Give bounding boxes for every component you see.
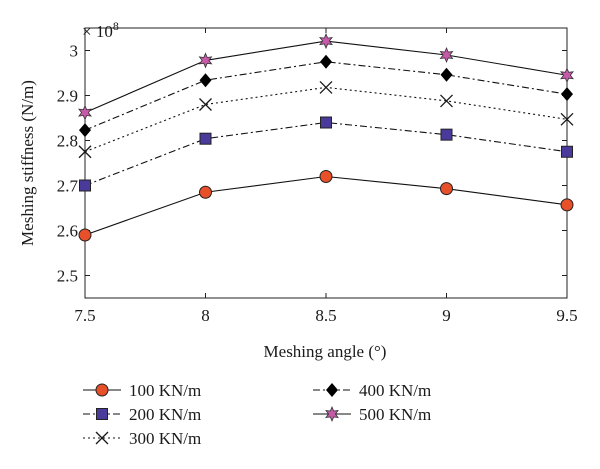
legend-marker	[325, 405, 339, 423]
legend-marker-shape	[326, 383, 338, 397]
y-tick-label: 2.8	[57, 132, 78, 151]
data-point-shape	[79, 179, 91, 192]
data-point-shape	[78, 145, 92, 159]
legend-label: 300 KN/m	[129, 429, 201, 448]
x-tick-label: 9.5	[556, 306, 577, 325]
data-point	[561, 87, 573, 102]
legend-marker-shape	[325, 405, 339, 423]
data-point-shape	[560, 67, 574, 84]
data-point	[79, 123, 91, 138]
data-point-shape	[561, 87, 573, 102]
data-point-shape	[440, 128, 453, 141]
data-point-shape	[78, 228, 92, 242]
data-point	[198, 52, 213, 69]
series-300-kn/m	[78, 80, 574, 159]
data-point	[320, 54, 332, 69]
axes: 7.5 8 8.5 9 9.5 2.5 2.6 2.7 2.8 2.9 3	[57, 27, 578, 325]
data-point-shape	[561, 145, 573, 158]
data-point	[561, 145, 573, 158]
legend-item: 200 KN/m	[83, 405, 201, 424]
data-point	[319, 33, 333, 50]
legend-label: 500 KN/m	[359, 405, 431, 424]
series-line	[84, 40, 568, 114]
data-point	[319, 80, 333, 94]
data-point-shape	[440, 182, 453, 196]
data-point	[560, 67, 574, 84]
data-point	[560, 198, 574, 212]
data-point	[560, 112, 574, 126]
legend-marker	[326, 383, 338, 397]
legend-item: 500 KN/m	[313, 405, 431, 424]
series-400-kn/m	[79, 54, 573, 138]
legend-label: 200 KN/m	[129, 405, 201, 424]
series-200-kn/m	[79, 116, 573, 192]
data-point-shape	[199, 132, 212, 145]
data-point	[440, 182, 453, 196]
data-point-shape	[198, 52, 213, 69]
data-point	[199, 73, 212, 88]
data-point-shape	[440, 94, 453, 108]
series-layer	[78, 33, 574, 242]
y-tick-label: 2.5	[57, 267, 78, 286]
data-point	[79, 179, 91, 192]
data-point	[440, 67, 453, 82]
series-line	[84, 61, 568, 131]
x-axis-label: Meshing angle (°)	[264, 342, 387, 361]
data-point-shape	[439, 46, 454, 64]
x-tick-label: 8	[201, 306, 210, 325]
data-point	[78, 104, 92, 121]
series-line	[84, 175, 568, 236]
data-point	[319, 170, 333, 183]
data-point-shape	[320, 54, 332, 69]
legend-item: 100 KN/m	[83, 381, 201, 400]
y-multiplier: × 108	[82, 19, 119, 41]
data-point-shape	[79, 123, 91, 138]
axis-labels: × 108 Meshing angle (°) Meshing stiffnes…	[18, 19, 386, 361]
data-point	[440, 94, 453, 108]
y-tick-label: 2.6	[57, 222, 78, 241]
y-tick-label: 2.9	[57, 87, 78, 106]
data-point	[199, 98, 212, 111]
series-100-kn/m	[78, 170, 574, 242]
y-multiplier-exponent: 8	[113, 19, 119, 33]
data-point-shape	[560, 198, 574, 212]
legend-marker	[95, 431, 109, 445]
legend-item: 400 KN/m	[313, 381, 431, 400]
data-point	[320, 116, 332, 129]
y-tick-label: 3	[70, 42, 79, 61]
data-point	[199, 132, 212, 145]
legend-label: 400 KN/m	[359, 381, 431, 400]
y-tick-label: 2.7	[57, 177, 79, 196]
data-point-shape	[319, 80, 333, 94]
legend-item: 300 KN/m	[83, 429, 201, 448]
y-axis-label: Meshing stiffness (N/m)	[18, 80, 37, 246]
data-point	[78, 145, 92, 159]
legend-marker-shape	[95, 383, 109, 397]
legend-marker	[96, 408, 108, 420]
data-point	[439, 46, 454, 64]
data-point	[78, 228, 92, 242]
legend-marker	[95, 383, 109, 397]
legend-label: 100 KN/m	[129, 381, 201, 400]
data-point-shape	[78, 104, 92, 121]
legend-marker-shape	[95, 431, 109, 445]
data-point	[199, 185, 212, 199]
data-point-shape	[320, 116, 332, 129]
data-point-shape	[199, 185, 212, 199]
data-point	[440, 128, 453, 141]
x-tick-label: 7.5	[74, 306, 95, 325]
series-500-kn/m	[78, 33, 574, 121]
data-point-shape	[319, 170, 333, 183]
data-point-shape	[199, 98, 212, 111]
data-point-shape	[440, 67, 453, 82]
legend-marker-shape	[96, 408, 108, 420]
x-tick-label: 8.5	[315, 306, 336, 325]
data-point-shape	[319, 33, 333, 50]
data-point-shape	[199, 73, 212, 88]
x-tick-label: 9	[442, 306, 451, 325]
data-point-shape	[560, 112, 574, 126]
legend: 100 KN/m 200 KN/m 300 KN/m 400 KN/m 500 KN/m	[83, 381, 431, 448]
